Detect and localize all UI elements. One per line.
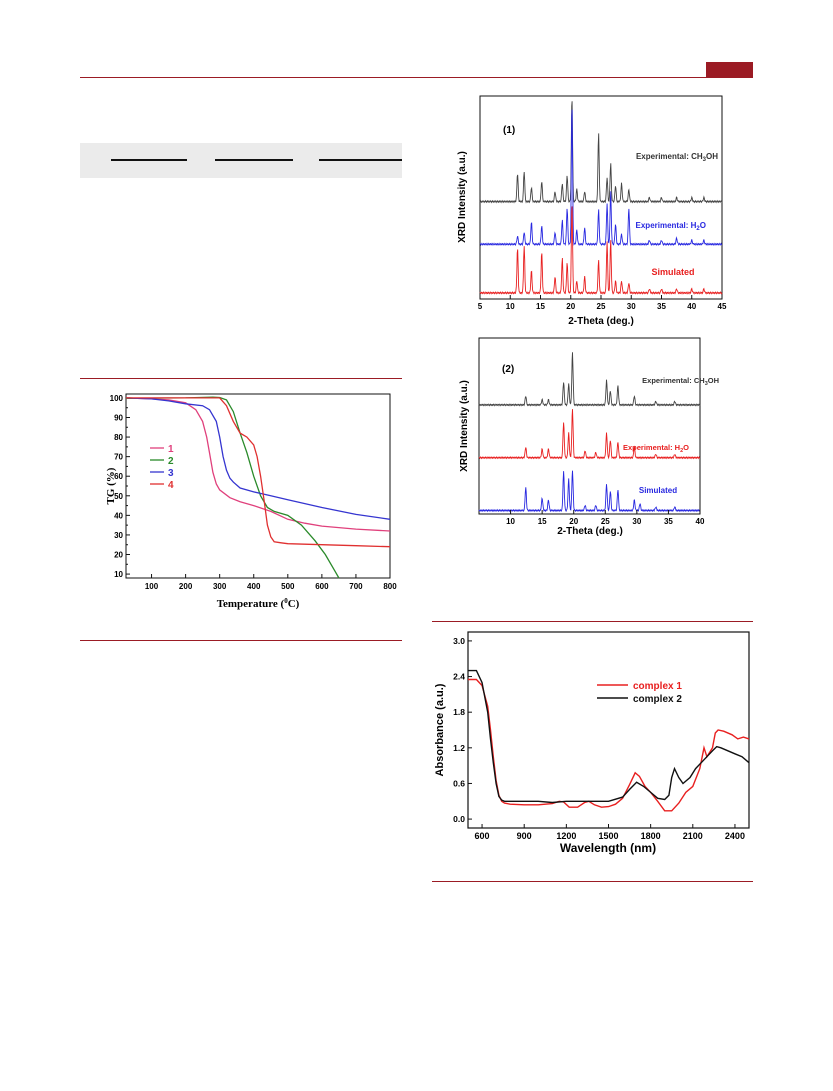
xrd2-series-line — [478, 352, 701, 407]
abs-x-tick-label: 600 — [475, 831, 490, 841]
tg-plot-frame — [125, 393, 391, 579]
xrd1-panel-label: (1) — [503, 125, 515, 136]
abs-series-line — [468, 669, 750, 804]
xrd2-x-tick-label: 35 — [664, 517, 673, 526]
tg-figure-bottom-rule — [80, 640, 402, 641]
tg-y-tick-label: 30 — [114, 531, 123, 540]
xrd2-x-tick-label: 20 — [569, 517, 578, 526]
abs-x-tick-label: 1200 — [556, 831, 576, 841]
xrd2-panel-label: (2) — [502, 364, 514, 375]
abs-y-axis-label: Absorbance (a.u.) — [434, 683, 446, 776]
xrd1-x-tick-label: 40 — [687, 302, 696, 311]
tg-x-tick-label: 500 — [281, 582, 295, 591]
xrd2-plot-frame — [478, 337, 701, 515]
xrd1-legend-h2o: Experimental: H2O — [636, 221, 706, 232]
xrd1-x-tick-label: 5 — [478, 302, 483, 311]
abs-plot-frame — [467, 631, 750, 829]
xrd2-x-tick-label: 25 — [601, 517, 610, 526]
tg-legend-label: 2 — [168, 456, 174, 467]
abs-y-tick-label: 1.2 — [453, 743, 465, 753]
xrd1-x-tick-label: 25 — [597, 302, 606, 311]
tg-x-tick-label: 800 — [383, 582, 397, 591]
xrd2-y-axis-label: XRD Intensity (a.u.) — [459, 380, 470, 472]
abs-y-tick-label: 2.4 — [453, 672, 465, 682]
xrd2-x-tick-label: 30 — [632, 517, 641, 526]
table-column-rule — [215, 159, 293, 161]
tg-x-tick-label: 600 — [315, 582, 329, 591]
xrd2-legend-simulated: Simulated — [639, 486, 677, 495]
tg-chart: 100 200 300 400 500 600 700 800 10 20 30 40 50 60 70 80… — [105, 393, 397, 610]
tg-y-tick-label: 10 — [114, 570, 123, 579]
xrd1-series-line — [479, 101, 723, 204]
abs-y-tick-label: 0.0 — [453, 814, 465, 824]
tg-legend-label: 3 — [168, 468, 174, 479]
abs-y-tick-label: 0.6 — [453, 778, 465, 788]
xrd1-legend-simulated: Simulated — [651, 267, 694, 277]
tg-x-tick-label: 300 — [213, 582, 227, 591]
xrd2-x-tick-label: 15 — [538, 517, 547, 526]
abs-x-axis-label: Wavelength (nm) — [560, 841, 656, 855]
tg-legend-label: 4 — [168, 480, 174, 491]
abs-y-tick-label: 1.8 — [453, 707, 465, 717]
xrd1-x-tick-label: 30 — [627, 302, 636, 311]
tg-x-tick-label: 400 — [247, 582, 261, 591]
tg-y-tick-label: 20 — [114, 551, 123, 560]
tg-y-axis-label: TG (%) — [105, 467, 117, 504]
xrd1-chart: 5 10 15 20 25 30 35 40 45 (1) XRD Intensity (a.u… — [457, 95, 727, 327]
tg-legend-label: 1 — [168, 444, 174, 455]
xrd2-legend-h2o: Experimental: H2O — [623, 443, 689, 454]
tg-y-tick-label: 60 — [114, 472, 123, 481]
xrd2-x-tick-label: 40 — [696, 517, 705, 526]
abs-x-tick-label: 1500 — [598, 831, 618, 841]
xrd1-x-tick-label: 15 — [536, 302, 545, 311]
xrd2-x-axis-label: 2-Theta (deg.) — [557, 526, 623, 537]
abs-figure-bottom-rule — [432, 881, 753, 882]
tg-x-axis-label: Temperature (0C) — [217, 597, 300, 610]
table-column-rule — [319, 159, 402, 161]
xrd2-series-line — [478, 470, 701, 513]
abs-x-tick-label: 2100 — [683, 831, 703, 841]
table-header-band — [80, 143, 402, 178]
abs-x-tick-label: 1800 — [641, 831, 661, 841]
abs-legend-label: complex 1 — [633, 681, 682, 692]
xrd2-legend-ch3oh: Experimental: CH3OH — [642, 376, 719, 387]
xrd1-legend-ch3oh: Experimental: CH3OH — [636, 152, 718, 163]
tg-figure-top-rule — [80, 378, 402, 379]
abs-series-line — [468, 678, 750, 812]
header-accent-block — [706, 62, 753, 78]
tg-series-line-4 — [126, 397, 391, 548]
xrd1-x-tick-label: 35 — [657, 302, 666, 311]
xrd2-chart: 10 15 20 25 30 35 40 (2) XRD Intensity (a.u.) … — [459, 337, 719, 537]
abs-figure-top-rule — [432, 621, 753, 622]
xrd1-x-tick-label: 20 — [566, 302, 575, 311]
header-rule — [80, 77, 753, 78]
tg-y-tick-label: 40 — [114, 511, 123, 520]
tg-x-tick-label: 100 — [145, 582, 159, 591]
tg-series-line-3 — [125, 397, 391, 520]
tg-y-tick-label: 90 — [114, 413, 123, 422]
xrd1-x-axis-label: 2-Theta (deg.) — [568, 316, 634, 327]
xrd2-x-tick-label: 10 — [506, 517, 515, 526]
tg-x-tick-label: 700 — [349, 582, 363, 591]
tg-series-line-2 — [125, 396, 340, 579]
tg-x-tick-label: 200 — [179, 582, 193, 591]
abs-x-tick-label: 2400 — [725, 831, 745, 841]
abs-y-tick-label: 3.0 — [453, 636, 465, 646]
absorbance-chart: 600 900 1200 1500 1800 2100 2400 0.0 0.6 1.2 1.8 2.… — [434, 631, 750, 855]
tg-y-tick-label: 70 — [114, 453, 123, 462]
xrd1-y-axis-label: XRD Intensity (a.u.) — [457, 151, 468, 243]
xrd1-x-tick-label: 10 — [506, 302, 515, 311]
abs-legend-label: complex 2 — [633, 694, 682, 705]
tg-y-tick-label: 80 — [114, 433, 123, 442]
xrd1-series-line — [479, 109, 723, 247]
xrd2-series-line — [478, 409, 701, 460]
xrd1-x-tick-label: 45 — [718, 302, 727, 311]
table-column-rule — [111, 159, 187, 161]
tg-y-tick-label: 50 — [114, 492, 123, 501]
abs-x-tick-label: 900 — [517, 831, 532, 841]
xrd1-series-line — [479, 206, 723, 295]
tg-y-tick-label: 100 — [110, 394, 124, 403]
